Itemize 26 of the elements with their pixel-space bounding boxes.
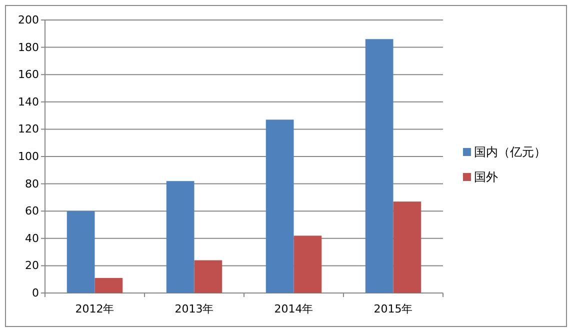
bar xyxy=(393,202,422,293)
x-tick-label: 2012年 xyxy=(75,302,114,316)
y-tick-label: 20 xyxy=(25,259,39,272)
y-tick-label: 120 xyxy=(18,122,39,136)
y-tick-label: 40 xyxy=(25,232,39,245)
y-tick-label: 140 xyxy=(18,95,39,108)
plot: 0 20 40 60 80 100 120 140 160 180 200 2012年 2013年 2014年 2015年 xyxy=(18,14,444,316)
y-tick-label: 60 xyxy=(25,204,39,218)
x-tick-label: 2015年 xyxy=(374,302,413,316)
bar xyxy=(266,120,294,293)
legend-label: 国外 xyxy=(474,170,498,184)
x-tick-label: 2013年 xyxy=(174,302,214,316)
bar xyxy=(365,39,394,293)
y-tick-label: 100 xyxy=(18,150,39,163)
y-tick-label: 180 xyxy=(18,40,39,54)
y-tick-label: 200 xyxy=(18,14,39,26)
y-tick-label: 80 xyxy=(25,177,39,190)
bar xyxy=(294,236,322,293)
legend-label: 国内（亿元） xyxy=(474,145,546,159)
bar xyxy=(166,181,194,293)
bar xyxy=(94,278,123,293)
x-tick-label: 2014年 xyxy=(274,302,314,316)
bar xyxy=(66,211,95,293)
bar xyxy=(194,260,222,293)
y-tick-label: 160 xyxy=(18,68,39,82)
y-tick-label: 0 xyxy=(32,286,39,300)
